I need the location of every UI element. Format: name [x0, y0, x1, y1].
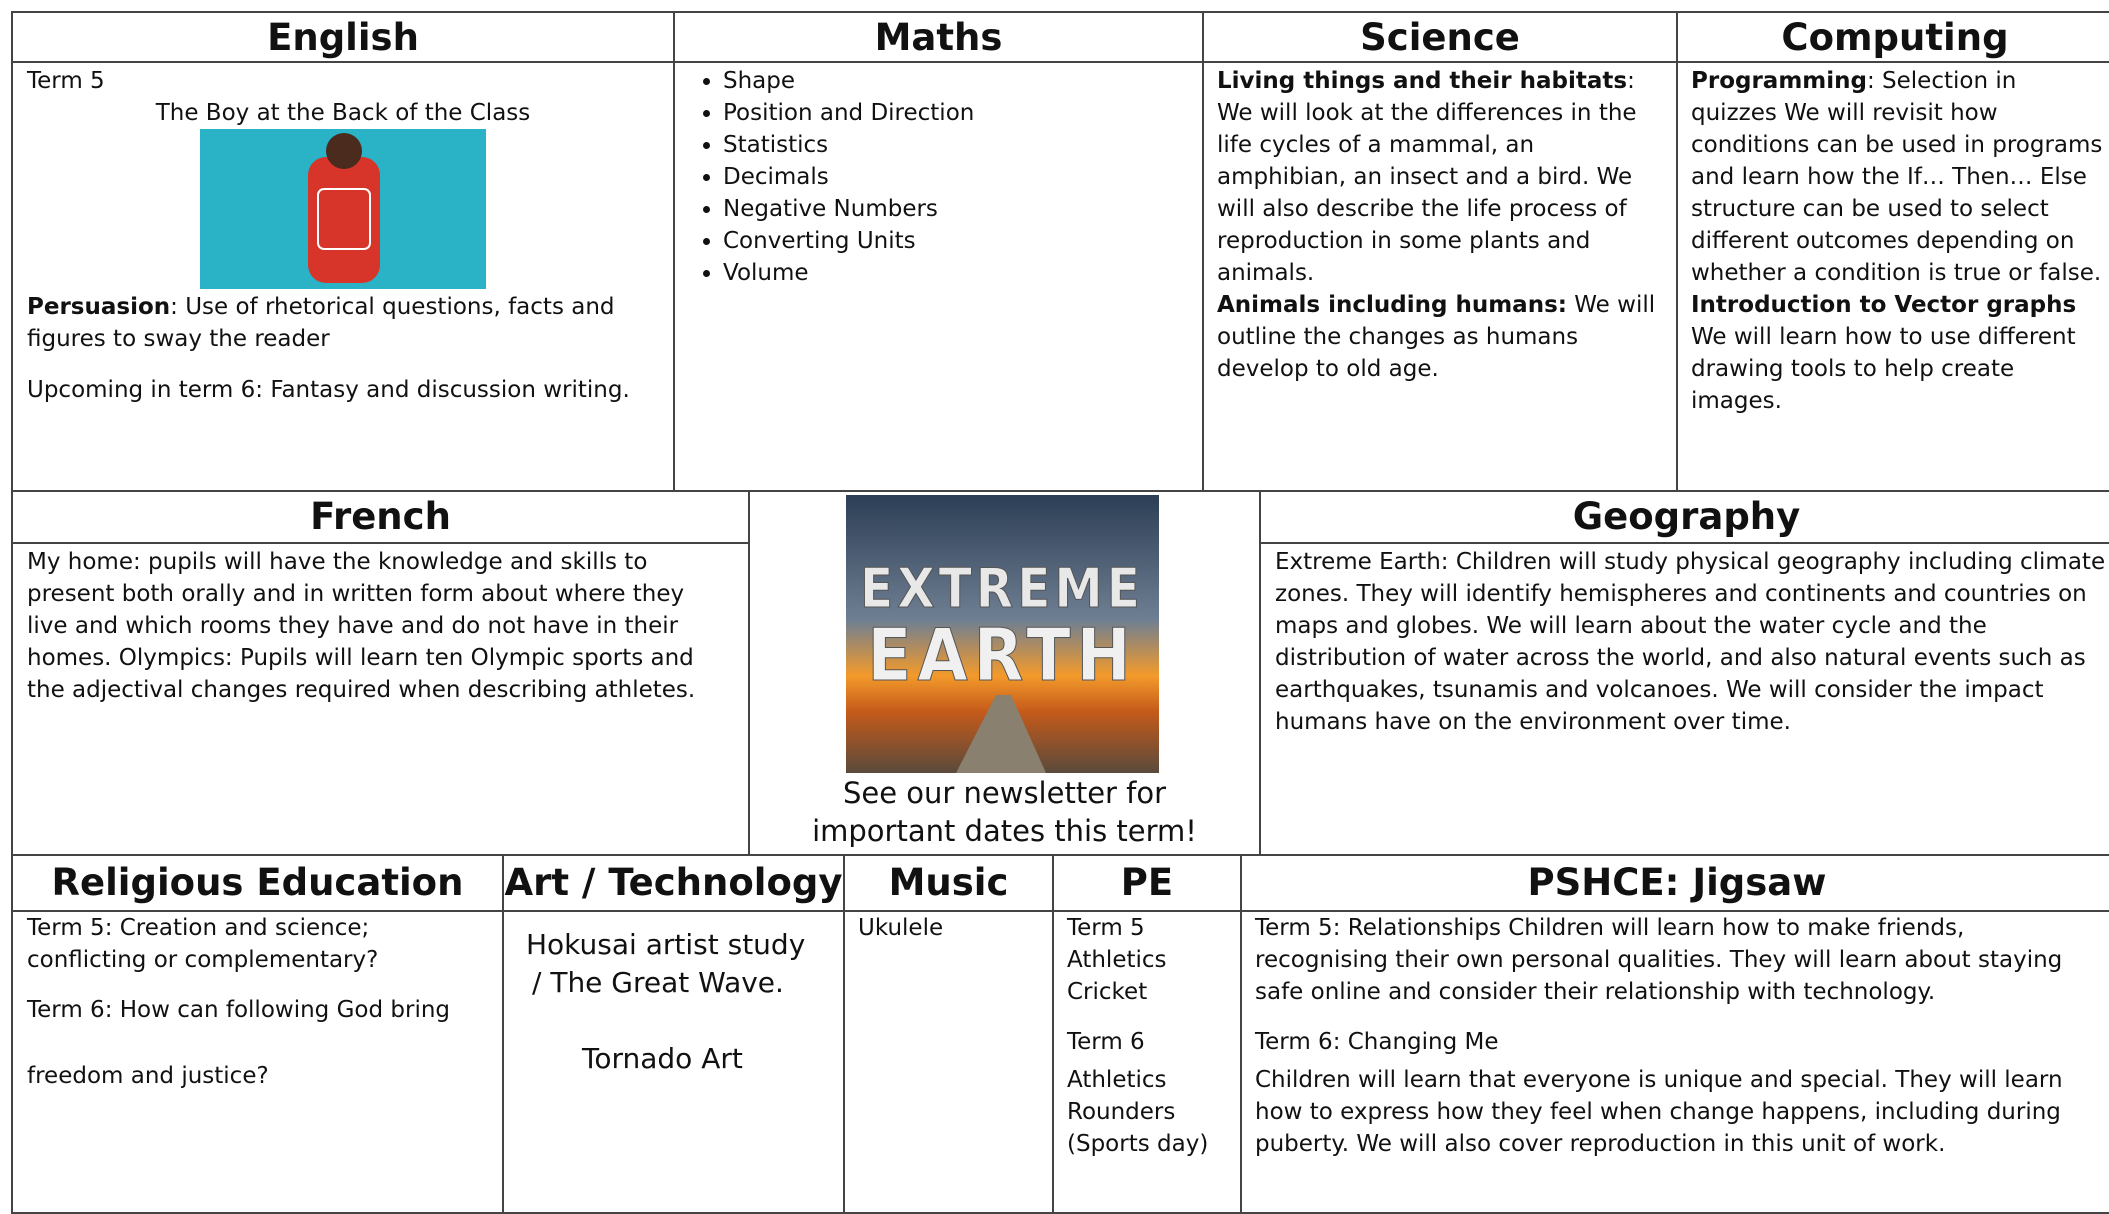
text: Cricket	[1067, 979, 1148, 1005]
text: : We will look at the differences in the…	[1217, 68, 1637, 286]
paragraph: Introduction to Vector graphs We will lea…	[1691, 289, 2108, 417]
image-text: EXTREME	[860, 557, 1144, 620]
geography-cell: Geography Extreme Earth: Children will s…	[1259, 490, 2109, 856]
heading: Music	[845, 856, 1052, 912]
bold-lead: Animals including humans:	[1217, 292, 1567, 318]
heading: Maths	[675, 13, 1202, 63]
text: Term 5: Creation and science; conflictin…	[27, 915, 379, 973]
text: Term 5	[1067, 915, 1145, 941]
heading: PSHCE: Jigsaw	[1242, 856, 2109, 912]
text: Extreme Earth: Children will study physi…	[1275, 549, 2106, 735]
text: Term 5: Relationships Children will lear…	[1255, 915, 2063, 1005]
science-cell: Science Living things and their habitats…	[1202, 11, 1678, 492]
list-item: Volume	[723, 257, 1188, 289]
body: Extreme Earth: Children will study physi…	[1261, 544, 2109, 740]
body: Shape Position and Direction Statistics …	[675, 63, 1202, 291]
text: : Use of rhetorical questions, facts and…	[27, 294, 615, 352]
image-text: EARTH	[867, 613, 1136, 697]
text: Athletics	[1067, 1067, 1167, 1093]
paragraph: Animals including humans: We will outlin…	[1217, 289, 1668, 385]
heading: Art / Technology	[504, 856, 843, 912]
heading: English	[13, 13, 673, 63]
re-cell: Religious Education Term 5: Creation and…	[11, 854, 504, 1214]
list: Shape Position and Direction Statistics …	[689, 65, 1188, 289]
body: Living things and their habitats: We wil…	[1204, 63, 1676, 387]
body: Term 5: Relationships Children will lear…	[1242, 912, 2109, 1160]
heading: Religious Education	[13, 856, 502, 912]
book-cover	[200, 129, 486, 289]
text: Rounders (Sports day)	[1067, 1099, 1209, 1157]
body: Ukulele	[845, 912, 1052, 944]
paragraph: Living things and their habitats: We wil…	[1217, 65, 1668, 289]
list-item: Converting Units	[723, 225, 1188, 257]
bold-lead: Living things and their habitats	[1217, 68, 1628, 94]
paragraph: Persuasion: Use of rhetorical questions,…	[27, 291, 659, 355]
body: Term 5 The Boy at the Back of the Class …	[13, 63, 673, 408]
text: Term 6	[1067, 1029, 1145, 1055]
text: Upcoming in term 6: Fantasy and discussi…	[27, 377, 630, 403]
road	[956, 695, 1046, 773]
heading: PE	[1054, 856, 1240, 912]
computing-cell: Computing Programming: Selection in quiz…	[1676, 11, 2109, 492]
heading: Computing	[1678, 13, 2109, 63]
extreme-earth-image: EXTREME EARTH	[846, 495, 1159, 773]
body: Term 5 Athletics Cricket Term 6 Athletic…	[1054, 912, 1240, 1160]
body: Term 5: Creation and science; conflictin…	[13, 912, 502, 1094]
pshce-cell: PSHCE: Jigsaw Term 5: Relationships Chil…	[1240, 854, 2109, 1214]
text: We will learn how to use different drawi…	[1691, 324, 2076, 414]
text: Tornado Art	[582, 1042, 743, 1075]
text: Hokusai artist study	[526, 928, 806, 961]
text: We will outline the changes as humans de…	[1217, 292, 1656, 382]
text: Athletics	[1067, 947, 1167, 973]
maths-cell: Maths Shape Position and Direction Stati…	[673, 11, 1204, 492]
text: Term 6: How can following God bring	[27, 997, 451, 1023]
note: See our newsletter for important dates t…	[812, 776, 1197, 848]
centre-cell: EXTREME EARTH See our newsletter for imp…	[748, 490, 1261, 856]
pe-cell: PE Term 5 Athletics Cricket Term 6 Athle…	[1052, 854, 1242, 1214]
text: freedom and justice?	[27, 1063, 269, 1089]
list-item: Position and Direction	[723, 97, 1188, 129]
list-item: Shape	[723, 65, 1188, 97]
list-item: Negative Numbers	[723, 193, 1188, 225]
bold-lead: Persuasion	[27, 294, 171, 320]
heading: French	[13, 492, 748, 544]
text: Ukulele	[858, 915, 944, 941]
heading: Geography	[1261, 492, 2109, 544]
text: : Selection in quizzes We will revisit h…	[1691, 68, 2103, 286]
list-item: Decimals	[723, 161, 1188, 193]
heading: Science	[1204, 13, 1676, 63]
text: Children will learn that everyone is uni…	[1255, 1067, 2063, 1157]
text: My home: pupils will have the knowledge …	[27, 549, 696, 703]
bold-lead: Programming	[1691, 68, 1867, 94]
body: Hokusai artist study / The Great Wave. T…	[504, 912, 843, 1078]
body: My home: pupils will have the knowledge …	[13, 544, 748, 708]
bold-lead: Introduction to Vector graphs	[1691, 292, 2077, 318]
text: Term 5	[27, 68, 105, 94]
french-cell: French My home: pupils will have the kno…	[11, 490, 750, 856]
english-cell: English Term 5 The Boy at the Back of th…	[11, 11, 675, 492]
head	[326, 133, 362, 169]
list-item: Statistics	[723, 129, 1188, 161]
paragraph: Programming: Selection in quizzes We wil…	[1691, 65, 2108, 289]
music-cell: Music Ukulele	[843, 854, 1054, 1214]
text: / The Great Wave.	[532, 966, 784, 999]
body: Programming: Selection in quizzes We wil…	[1678, 63, 2109, 419]
pocket	[317, 188, 371, 250]
art-cell: Art / Technology Hokusai artist study / …	[502, 854, 845, 1214]
text: Term 6: Changing Me	[1255, 1029, 1499, 1055]
book-title: The Boy at the Back of the Class	[155, 100, 531, 126]
